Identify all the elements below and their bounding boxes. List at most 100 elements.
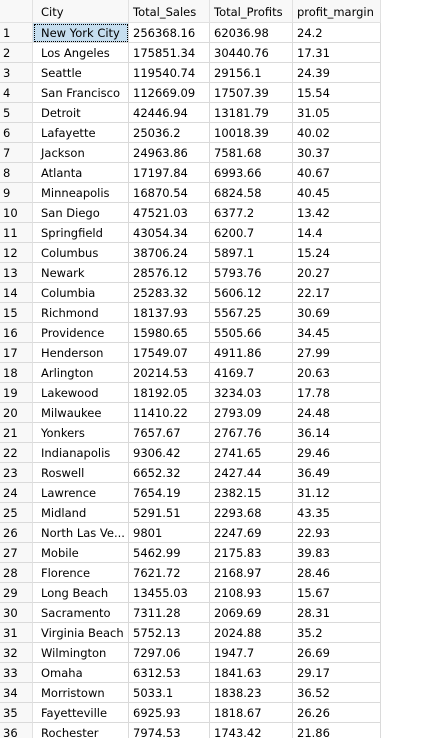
profit-margin-cell[interactable]: 29.46 <box>293 443 381 463</box>
row-number-cell[interactable]: 25 <box>0 503 33 523</box>
row-number-cell[interactable]: 10 <box>0 203 33 223</box>
table-row[interactable]: 1 New York City 256368.16 62036.98 24.2 <box>0 23 428 43</box>
profit-margin-cell[interactable]: 43.35 <box>293 503 381 523</box>
grid-body[interactable]: 1 New York City 256368.16 62036.98 24.2 2 Los … <box>0 23 428 738</box>
row-number-cell[interactable]: 18 <box>0 363 33 383</box>
row-number-cell[interactable]: 2 <box>0 43 33 63</box>
total-sales-cell[interactable]: 43054.34 <box>129 223 210 243</box>
profit-margin-cell[interactable]: 36.49 <box>293 463 381 483</box>
city-cell[interactable]: Rochester <box>33 723 129 738</box>
total-sales-cell[interactable]: 47521.03 <box>129 203 210 223</box>
row-number-cell[interactable]: 5 <box>0 103 33 123</box>
row-number-cell[interactable]: 13 <box>0 263 33 283</box>
profit-margin-cell[interactable]: 17.31 <box>293 43 381 63</box>
row-number-cell[interactable]: 30 <box>0 603 33 623</box>
total-profits-cell[interactable]: 6993.66 <box>210 163 293 183</box>
total-profits-cell[interactable]: 2767.76 <box>210 423 293 443</box>
total-sales-cell[interactable]: 38706.24 <box>129 243 210 263</box>
row-number-cell[interactable]: 12 <box>0 243 33 263</box>
table-row[interactable]: 10 San Diego 47521.03 6377.2 13.42 <box>0 203 428 223</box>
profit-margin-cell[interactable]: 20.63 <box>293 363 381 383</box>
total-profits-cell[interactable]: 5606.12 <box>210 283 293 303</box>
total-sales-cell[interactable]: 7311.28 <box>129 603 210 623</box>
city-cell[interactable]: Long Beach <box>33 583 129 603</box>
total-sales-cell[interactable]: 28576.12 <box>129 263 210 283</box>
city-cell[interactable]: Morristown <box>33 683 129 703</box>
city-cell[interactable]: Seattle <box>33 63 129 83</box>
total-sales-cell[interactable]: 9306.42 <box>129 443 210 463</box>
row-number-cell[interactable]: 29 <box>0 583 33 603</box>
profit-margin-cell[interactable]: 26.26 <box>293 703 381 723</box>
row-number-cell[interactable]: 27 <box>0 543 33 563</box>
profit-margin-cell[interactable]: 22.93 <box>293 523 381 543</box>
row-number-cell[interactable]: 15 <box>0 303 33 323</box>
row-number-cell[interactable]: 28 <box>0 563 33 583</box>
city-cell[interactable]: Sacramento <box>33 603 129 623</box>
total-profits-cell[interactable]: 1818.67 <box>210 703 293 723</box>
table-row[interactable]: 14 Columbia 25283.32 5606.12 22.17 <box>0 283 428 303</box>
row-number-cell[interactable]: 33 <box>0 663 33 683</box>
city-cell[interactable]: North Las Ve... <box>33 523 129 543</box>
total-sales-cell[interactable]: 112669.09 <box>129 83 210 103</box>
total-sales-cell[interactable]: 119540.74 <box>129 63 210 83</box>
profit-margin-cell[interactable]: 28.31 <box>293 603 381 623</box>
total-sales-cell[interactable]: 5462.99 <box>129 543 210 563</box>
total-sales-cell[interactable]: 256368.16 <box>129 23 210 43</box>
profit-margin-cell[interactable]: 26.69 <box>293 643 381 663</box>
table-row[interactable]: 27 Mobile 5462.99 2175.83 39.83 <box>0 543 428 563</box>
total-profits-cell[interactable]: 13181.79 <box>210 103 293 123</box>
row-number-header[interactable] <box>0 0 33 23</box>
city-cell[interactable]: Roswell <box>33 463 129 483</box>
profit-margin-cell[interactable]: 31.05 <box>293 103 381 123</box>
table-row[interactable]: 12 Columbus 38706.24 5897.1 15.24 <box>0 243 428 263</box>
city-cell[interactable]: Newark <box>33 263 129 283</box>
profit-margin-cell[interactable]: 22.17 <box>293 283 381 303</box>
city-cell[interactable]: Springfield <box>33 223 129 243</box>
row-number-cell[interactable]: 34 <box>0 683 33 703</box>
total-profits-cell[interactable]: 1838.23 <box>210 683 293 703</box>
profit-margin-cell[interactable]: 15.67 <box>293 583 381 603</box>
table-row[interactable]: 15 Richmond 18137.93 5567.25 30.69 <box>0 303 428 323</box>
total-sales-cell[interactable]: 18192.05 <box>129 383 210 403</box>
table-row[interactable]: 22 Indianapolis 9306.42 2741.65 29.46 <box>0 443 428 463</box>
total-profits-cell[interactable]: 4911.86 <box>210 343 293 363</box>
row-number-cell[interactable]: 21 <box>0 423 33 443</box>
table-row[interactable]: 31 Virginia Beach 5752.13 2024.88 35.2 <box>0 623 428 643</box>
profit-margin-cell[interactable]: 20.27 <box>293 263 381 283</box>
table-row[interactable]: 7 Jackson 24963.86 7581.68 30.37 <box>0 143 428 163</box>
profit-margin-cell[interactable]: 24.39 <box>293 63 381 83</box>
profit-margin-cell[interactable]: 36.52 <box>293 683 381 703</box>
total-profits-cell[interactable]: 62036.98 <box>210 23 293 43</box>
row-number-cell[interactable]: 24 <box>0 483 33 503</box>
total-sales-cell[interactable]: 7621.72 <box>129 563 210 583</box>
city-cell[interactable]: Lakewood <box>33 383 129 403</box>
profit-margin-cell[interactable]: 27.99 <box>293 343 381 363</box>
city-cell[interactable]: Wilmington <box>33 643 129 663</box>
profit-margin-cell[interactable]: 31.12 <box>293 483 381 503</box>
row-number-cell[interactable]: 4 <box>0 83 33 103</box>
table-row[interactable]: 34 Morristown 5033.1 1838.23 36.52 <box>0 683 428 703</box>
city-cell[interactable]: Yonkers <box>33 423 129 443</box>
total-profits-cell[interactable]: 2741.65 <box>210 443 293 463</box>
city-cell[interactable]: Mobile <box>33 543 129 563</box>
city-cell[interactable]: Lawrence <box>33 483 129 503</box>
profit-margin-cell[interactable]: 15.24 <box>293 243 381 263</box>
table-row[interactable]: 13 Newark 28576.12 5793.76 20.27 <box>0 263 428 283</box>
total-profits-cell[interactable]: 2793.09 <box>210 403 293 423</box>
table-row[interactable]: 19 Lakewood 18192.05 3234.03 17.78 <box>0 383 428 403</box>
row-number-cell[interactable]: 14 <box>0 283 33 303</box>
total-profits-cell[interactable]: 2069.69 <box>210 603 293 623</box>
profit-margin-cell[interactable]: 13.42 <box>293 203 381 223</box>
total-profits-cell[interactable]: 4169.7 <box>210 363 293 383</box>
total-profits-cell[interactable]: 5505.66 <box>210 323 293 343</box>
total-sales-cell[interactable]: 6925.93 <box>129 703 210 723</box>
table-row[interactable]: 11 Springfield 43054.34 6200.7 14.4 <box>0 223 428 243</box>
profit-margin-cell[interactable]: 34.45 <box>293 323 381 343</box>
profit-margin-cell[interactable]: 40.67 <box>293 163 381 183</box>
total-profits-cell[interactable]: 3234.03 <box>210 383 293 403</box>
city-cell[interactable]: Omaha <box>33 663 129 683</box>
total-sales-cell[interactable]: 13455.03 <box>129 583 210 603</box>
city-cell[interactable]: Florence <box>33 563 129 583</box>
table-row[interactable]: 8 Atlanta 17197.84 6993.66 40.67 <box>0 163 428 183</box>
